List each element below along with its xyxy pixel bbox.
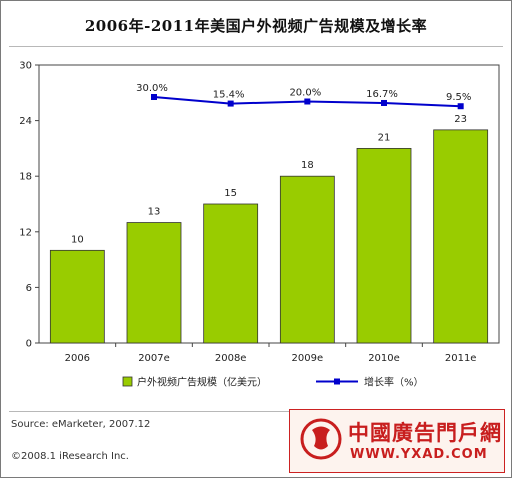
plot-area — [38, 64, 500, 344]
y-tick-label: 24 — [19, 116, 32, 127]
x-tick-label: 2011e — [445, 353, 477, 364]
growth-rate-label: 9.5% — [446, 92, 471, 103]
y-tick-label: 12 — [19, 227, 32, 238]
copyright-note: ©2008.1 iResearch Inc. — [11, 451, 129, 462]
y-tick-label: 30 — [19, 61, 32, 72]
bar-value-label: 18 — [301, 160, 314, 171]
bar — [126, 222, 182, 344]
growth-rate-marker — [457, 103, 464, 110]
legend-line-label: 增长率（%） — [364, 376, 424, 389]
bar — [279, 175, 335, 344]
title-divider — [9, 46, 503, 47]
x-tick-label: 2008e — [215, 353, 247, 364]
bar — [203, 203, 259, 344]
footer-divider — [9, 411, 503, 412]
watermark-url: WWW.YXAD.COM — [350, 447, 488, 462]
bar-value-label: 23 — [454, 114, 467, 125]
watermark-logo: 中國廣告門戶網 WWW.YXAD.COM — [289, 409, 505, 473]
bar — [433, 129, 489, 344]
growth-rate-marker — [151, 94, 157, 100]
legend-bar-swatch — [122, 376, 133, 387]
bar-value-label: 10 — [71, 234, 84, 245]
growth-rate-label: 16.7% — [366, 89, 398, 100]
growth-rate-label: 15.4% — [213, 90, 245, 101]
bar — [356, 147, 412, 344]
growth-rate-marker — [227, 100, 234, 107]
y-axis: 0 6 12 18 24 30 — [19, 61, 39, 350]
legend: 户外视频广告规模（亿美元） 增长率（%） — [122, 376, 424, 389]
bar-data-labels: 10 13 15 18 21 23 — [71, 114, 467, 245]
x-tick-label: 2009e — [292, 353, 324, 364]
x-tick-label: 2010e — [368, 353, 400, 364]
y-tick-label: 0 — [26, 339, 32, 350]
legend-line-marker — [334, 378, 340, 385]
x-tick-label: 2007e — [138, 353, 170, 364]
bar — [49, 249, 105, 344]
bar-value-label: 13 — [148, 207, 161, 218]
watermark-name: 中國廣告門戶網 — [348, 420, 502, 445]
legend-bar-label: 户外视频广告规模（亿美元） — [137, 376, 267, 389]
y-tick-label: 18 — [19, 172, 32, 183]
x-tick-label: 2006 — [65, 353, 90, 364]
growth-rate-label: 20.0% — [289, 88, 321, 99]
y-tick-label: 6 — [26, 283, 32, 294]
x-axis: 2006 2007e 2008e 2009e 2010e 2011e — [65, 343, 477, 364]
bar-value-label: 15 — [224, 188, 237, 199]
growth-rate-marker — [381, 99, 387, 106]
chart-title: 2006年-2011年美国户外视频广告规模及增长率 — [84, 17, 428, 35]
bar-value-label: 21 — [378, 132, 391, 143]
watermark-emblem-icon — [300, 418, 342, 460]
source-note: Source: eMarketer, 2007.12 — [11, 419, 151, 430]
bar-series — [49, 129, 489, 344]
growth-rate-line: 30.0% 15.4% 20.0% 16.7% 9.5% — [136, 83, 471, 110]
growth-rate-marker — [304, 98, 311, 105]
growth-rate-label: 30.0% — [136, 83, 168, 94]
